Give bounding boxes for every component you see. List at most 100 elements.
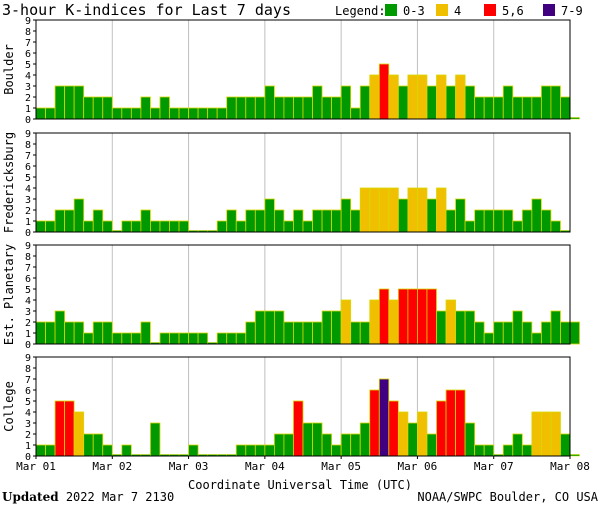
k-index-bar bbox=[474, 321, 485, 345]
k-index-bar bbox=[54, 209, 66, 233]
k-index-bar bbox=[45, 321, 56, 345]
k-index-bar bbox=[378, 187, 390, 233]
k-index-bar bbox=[159, 332, 170, 345]
k-index-bar bbox=[388, 299, 399, 345]
k-index-bar bbox=[521, 444, 533, 457]
k-index-bar bbox=[426, 198, 437, 233]
k-index-bar bbox=[436, 74, 447, 120]
k-index-bar bbox=[264, 198, 275, 233]
k-index-bar bbox=[35, 444, 46, 457]
k-index-bar bbox=[140, 209, 151, 233]
k-index-bar bbox=[111, 332, 123, 345]
k-index-bar bbox=[569, 117, 580, 120]
k-index-bar bbox=[207, 107, 218, 120]
k-index-bar bbox=[102, 444, 113, 457]
k-index-bar bbox=[73, 85, 85, 120]
x-tick-label: Mar 01 bbox=[16, 460, 56, 473]
k-index-bar bbox=[493, 209, 504, 233]
x-tick-label: Mar 05 bbox=[321, 460, 361, 473]
k-index-bar bbox=[293, 209, 304, 233]
k-index-bar bbox=[436, 310, 447, 345]
k-index-bar bbox=[502, 444, 514, 457]
k-index-bar bbox=[350, 107, 361, 120]
y-tick-label: 4 bbox=[25, 296, 31, 307]
y-tick-label: 0 bbox=[25, 115, 31, 126]
k-index-bar bbox=[359, 321, 371, 345]
k-index-bar bbox=[417, 74, 428, 120]
k-index-bar bbox=[254, 96, 266, 120]
k-index-bar bbox=[455, 310, 466, 345]
k-index-bar bbox=[483, 332, 495, 345]
k-index-bar bbox=[550, 85, 561, 120]
k-index-bar bbox=[283, 96, 294, 120]
y-tick-label: 1 bbox=[25, 104, 31, 115]
k-index-bar bbox=[474, 96, 485, 120]
k-index-bar bbox=[283, 220, 294, 233]
k-index-bar bbox=[264, 444, 275, 457]
y-tick-label: 4 bbox=[25, 408, 31, 419]
y-tick-label: 9 bbox=[25, 16, 31, 27]
k-index-bar bbox=[321, 310, 333, 345]
k-index-bar bbox=[350, 433, 361, 457]
k-index-bar bbox=[254, 209, 266, 233]
x-axis-ticks: Mar 01 Mar 02 Mar 03 Mar 04 Mar 05 Mar 06 Mar … bbox=[16, 456, 590, 473]
k-index-bar bbox=[197, 107, 209, 120]
k-index-bar bbox=[302, 321, 313, 345]
updated-value: 2022 Mar 7 2130 bbox=[65, 490, 175, 504]
panel-name: Boulder bbox=[2, 44, 16, 95]
k-index-bar bbox=[493, 96, 504, 120]
k-index-bar bbox=[140, 96, 151, 120]
k-index-bar bbox=[474, 209, 485, 233]
k-index-bar bbox=[369, 187, 380, 233]
k-index-bar bbox=[340, 198, 352, 233]
updated-label: Updated bbox=[2, 490, 59, 504]
k-index-bar bbox=[102, 96, 113, 120]
k-index-bar bbox=[35, 107, 46, 120]
x-tick-label: Mar 06 bbox=[398, 460, 438, 473]
k-index-bar bbox=[407, 422, 418, 457]
k-index-bar bbox=[312, 422, 323, 457]
k-index-bar bbox=[531, 332, 542, 345]
k-index-bar bbox=[92, 433, 104, 457]
k-index-bar bbox=[512, 96, 523, 120]
k-index-bar bbox=[54, 310, 66, 345]
k-index-bar bbox=[331, 96, 342, 120]
k-index-bar bbox=[273, 310, 285, 345]
k-index-bar bbox=[235, 444, 247, 457]
k-index-bar bbox=[445, 389, 456, 457]
k-index-bar bbox=[216, 107, 228, 120]
k-index-bar bbox=[45, 107, 56, 120]
k-index-bar bbox=[359, 85, 371, 120]
y-tick-label: 0 bbox=[25, 228, 31, 239]
k-index-bar bbox=[159, 220, 170, 233]
k-index-bar bbox=[150, 107, 161, 120]
x-tick-label: Mar 08 bbox=[550, 460, 590, 473]
k-index-bar bbox=[397, 411, 409, 457]
y-tick-label: 7 bbox=[25, 375, 31, 386]
k-index-bar bbox=[216, 332, 228, 345]
k-index-bar bbox=[178, 332, 189, 345]
k-index-bar bbox=[178, 220, 189, 233]
k-index-bar bbox=[369, 74, 380, 120]
k-index-bar bbox=[64, 85, 75, 120]
k-index-bar bbox=[483, 444, 495, 457]
chart-panels: 0123456789Boulder0123456789Fredericksbur… bbox=[2, 16, 580, 463]
k-index-bar bbox=[502, 85, 514, 120]
k-index-bar bbox=[512, 220, 523, 233]
k-index-bar bbox=[388, 74, 399, 120]
k-index-bar bbox=[426, 288, 437, 345]
k-index-bar bbox=[83, 433, 94, 457]
k-index-bar bbox=[369, 389, 380, 457]
k-index-bar bbox=[340, 433, 352, 457]
k-index-bar bbox=[169, 332, 180, 345]
y-tick-label: 7 bbox=[25, 263, 31, 274]
k-index-bar bbox=[340, 85, 352, 120]
chart-title: 3-hour K-indices for Last 7 days bbox=[2, 1, 291, 19]
k-index-bar bbox=[35, 321, 46, 345]
k-index-bar bbox=[130, 107, 142, 120]
y-tick-label: 9 bbox=[25, 129, 31, 140]
k-index-bar bbox=[293, 321, 304, 345]
k-index-bar bbox=[407, 74, 418, 120]
